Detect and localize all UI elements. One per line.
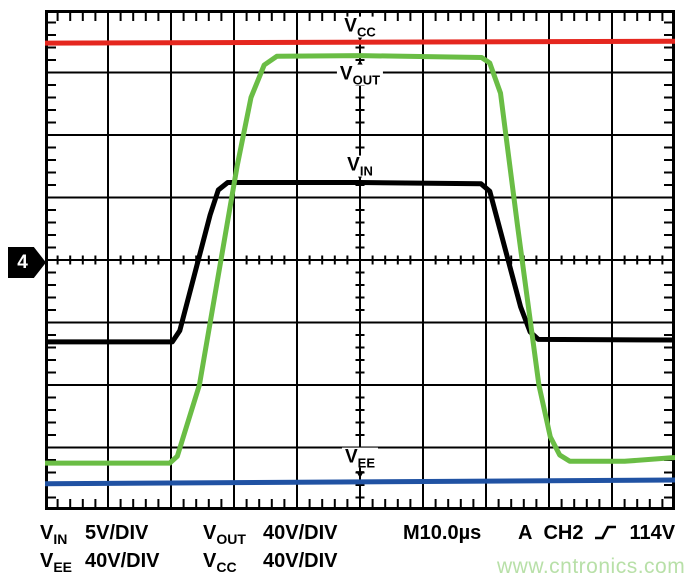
trace-label-v-out: VOUT <box>336 64 384 86</box>
trigger-source: CH2 <box>543 522 584 544</box>
vin-scale-value: 5V/DIV <box>85 522 149 544</box>
trigger-mode: A <box>518 522 533 544</box>
trace-v-cc <box>45 38 675 46</box>
vout-label: VOUT <box>203 522 246 547</box>
readout-column-left: VIN 5V/DIV VEE 40V/DIV <box>40 520 159 576</box>
vee-scale-value: 40V/DIV <box>85 550 160 572</box>
readout-vout: VOUT 40V/DIV <box>203 520 337 548</box>
trace-label-v-ee: VEE <box>341 447 379 469</box>
vout-scale-value: 40V/DIV <box>263 522 338 544</box>
vee-label: VEE <box>40 550 73 575</box>
vcc-label: VCC <box>203 550 237 575</box>
readout-vcc: VCC 40V/DIV <box>203 548 337 576</box>
trace-label-v-in: VIN <box>344 155 376 178</box>
trigger-readout: A CH2 114V <box>518 520 675 546</box>
label-pointer-arrowhead <box>356 471 364 479</box>
timebase-readout: M10.0µs <box>403 522 482 544</box>
rising-edge-trigger-icon <box>595 525 617 540</box>
readout-vee: VEE 40V/DIV <box>40 548 159 576</box>
trace-label-v-cc: VCC <box>341 16 379 38</box>
trace-v-ee <box>45 477 675 487</box>
vcc-scale-value: 40V/DIV <box>263 550 338 572</box>
trace-v-out <box>45 53 675 466</box>
channel-4-reference-marker: 4 <box>8 247 46 278</box>
trigger-level: 114V <box>629 522 676 544</box>
channel-4-marker-label: 4 <box>17 251 28 273</box>
graticule-border <box>45 10 675 510</box>
readout-bar: VIN 5V/DIV VEE 40V/DIV VOUT 40V/DIV VCC 40V/… <box>0 519 686 581</box>
waveform-graticule-plot <box>45 10 675 510</box>
vin-label: VIN <box>40 522 68 547</box>
watermark-text: www.cntronics.com <box>497 555 686 578</box>
readout-vin: VIN 5V/DIV <box>40 520 159 548</box>
readout-column-mid: VOUT 40V/DIV VCC 40V/DIV <box>203 520 337 576</box>
